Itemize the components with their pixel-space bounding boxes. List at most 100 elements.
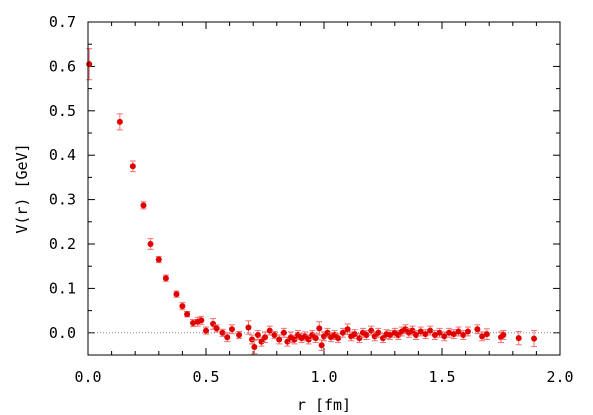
point-marker bbox=[228, 326, 235, 333]
data-point bbox=[515, 330, 522, 346]
point-marker bbox=[210, 320, 217, 327]
point-marker bbox=[173, 291, 180, 298]
data-point bbox=[339, 327, 346, 338]
data-point bbox=[251, 339, 258, 355]
point-marker bbox=[198, 317, 205, 324]
data-point bbox=[116, 113, 123, 131]
point-marker bbox=[280, 329, 287, 336]
point-marker bbox=[312, 335, 319, 342]
data-point bbox=[316, 321, 323, 336]
data-point bbox=[380, 333, 386, 344]
point-marker bbox=[224, 334, 231, 341]
data-point bbox=[474, 324, 481, 335]
data-point bbox=[335, 333, 342, 344]
data-point bbox=[203, 326, 209, 335]
y-tick-label: 0.5 bbox=[49, 102, 76, 120]
data-point bbox=[210, 318, 217, 330]
data-point bbox=[427, 325, 434, 336]
point-marker bbox=[515, 335, 522, 342]
data-point bbox=[213, 324, 220, 333]
data-point bbox=[254, 330, 261, 340]
point-marker bbox=[86, 61, 93, 68]
data-point bbox=[450, 329, 457, 340]
point-marker bbox=[363, 332, 370, 339]
point-marker bbox=[339, 329, 346, 336]
point-marker bbox=[474, 326, 481, 333]
data-point bbox=[417, 326, 424, 337]
point-marker bbox=[335, 335, 342, 342]
y-tick-label: 0.4 bbox=[49, 146, 76, 164]
x-tick-label: 1.0 bbox=[310, 368, 337, 386]
point-marker bbox=[219, 329, 226, 336]
point-marker bbox=[236, 332, 243, 339]
point-marker bbox=[249, 336, 256, 343]
point-marker bbox=[479, 333, 486, 340]
point-marker bbox=[251, 344, 258, 351]
data-point bbox=[228, 324, 235, 335]
point-marker bbox=[446, 329, 453, 336]
data-point bbox=[531, 330, 538, 348]
point-marker bbox=[455, 328, 462, 335]
y-tick-labels: 0.0 0.1 0.2 0.3 0.4 0.5 0.6 0.7 bbox=[49, 13, 76, 342]
data-point bbox=[280, 327, 287, 338]
point-marker bbox=[262, 334, 268, 341]
point-marker bbox=[387, 332, 394, 339]
point-marker bbox=[245, 324, 252, 331]
point-marker bbox=[427, 327, 434, 334]
point-marker bbox=[500, 332, 507, 339]
point-marker bbox=[368, 327, 375, 334]
point-marker bbox=[258, 338, 265, 345]
point-marker bbox=[436, 329, 443, 336]
point-marker bbox=[276, 336, 283, 343]
data-point bbox=[249, 334, 256, 345]
point-marker bbox=[316, 325, 323, 332]
plot-frame bbox=[87, 21, 561, 356]
point-marker bbox=[380, 335, 386, 342]
data-point bbox=[305, 334, 312, 345]
y-tick-label: 0.6 bbox=[49, 57, 76, 75]
point-marker bbox=[162, 275, 169, 282]
x-tick-label: 0.5 bbox=[192, 368, 219, 386]
point-marker bbox=[460, 332, 467, 339]
data-point bbox=[318, 339, 325, 352]
point-marker bbox=[305, 336, 312, 343]
point-marker bbox=[375, 329, 382, 336]
data-point bbox=[219, 328, 226, 337]
x-axis-label: r [fm] bbox=[297, 396, 351, 414]
data-point bbox=[464, 326, 471, 337]
data-point bbox=[236, 330, 243, 340]
point-marker bbox=[356, 335, 363, 342]
axis-ticks bbox=[87, 21, 561, 355]
point-marker bbox=[271, 332, 278, 339]
x-tick-label: 2.0 bbox=[546, 368, 573, 386]
point-marker bbox=[464, 328, 471, 335]
data-point bbox=[86, 48, 93, 81]
point-marker bbox=[140, 202, 147, 209]
data-point bbox=[262, 331, 268, 344]
data-point bbox=[179, 302, 186, 311]
data-point bbox=[431, 330, 438, 340]
data-point bbox=[184, 310, 191, 318]
point-marker bbox=[147, 241, 154, 247]
data-point bbox=[173, 290, 180, 298]
point-marker bbox=[266, 327, 273, 334]
data-points bbox=[86, 48, 538, 355]
data-point bbox=[291, 334, 298, 345]
point-marker bbox=[441, 333, 448, 340]
data-point bbox=[129, 160, 136, 173]
point-marker bbox=[179, 303, 186, 310]
point-marker bbox=[284, 338, 291, 345]
data-point bbox=[147, 238, 154, 250]
point-marker bbox=[413, 332, 420, 339]
data-point bbox=[276, 334, 283, 345]
point-marker bbox=[450, 331, 457, 338]
data-point bbox=[245, 320, 252, 335]
data-point bbox=[155, 255, 162, 264]
point-marker bbox=[213, 325, 220, 332]
data-point bbox=[162, 274, 169, 282]
point-marker bbox=[155, 256, 162, 263]
point-marker bbox=[184, 311, 191, 318]
point-marker bbox=[483, 331, 490, 338]
data-point bbox=[479, 331, 486, 342]
